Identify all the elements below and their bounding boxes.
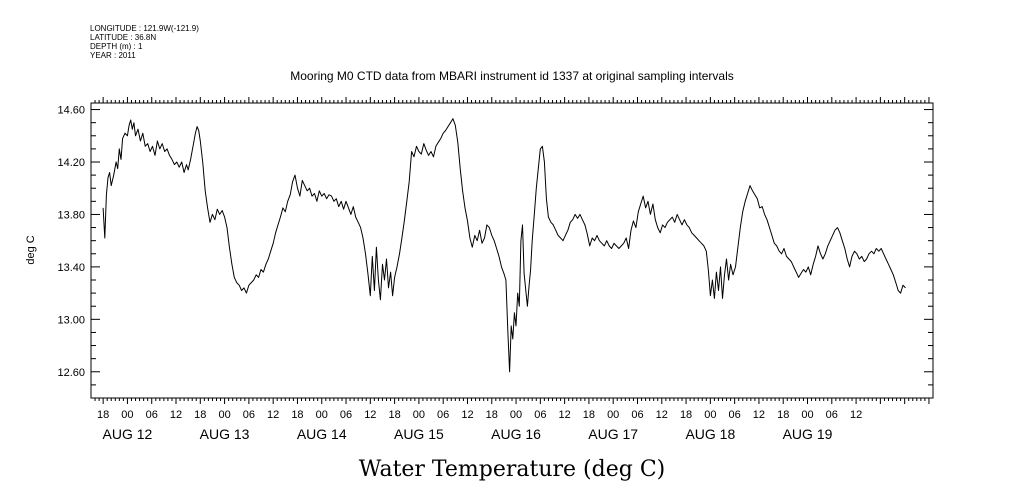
x-hour-label: 18 <box>680 409 692 421</box>
x-axis-ticks <box>94 97 930 404</box>
x-hour-label: 06 <box>534 409 546 421</box>
x-hour-label: 00 <box>801 409 813 421</box>
meta-latitude: LATITUDE : 36.8N <box>90 33 156 42</box>
meta-longitude: LONGITUDE : 121.9W(-121.9) <box>90 24 199 33</box>
x-hour-label: 06 <box>340 409 352 421</box>
y-tick-label: 14.60 <box>57 105 85 117</box>
x-hour-label: 18 <box>194 409 206 421</box>
x-hour-label: 18 <box>486 409 498 421</box>
x-hour-label: 18 <box>583 409 595 421</box>
x-hour-label: 00 <box>510 409 522 421</box>
x-hour-label: 00 <box>316 409 328 421</box>
x-hour-label: 06 <box>146 409 158 421</box>
meta-year: YEAR : 2011 <box>90 51 136 60</box>
x-hour-label: 18 <box>777 409 789 421</box>
x-hour-label: 12 <box>461 409 473 421</box>
x-hour-label: 12 <box>656 409 668 421</box>
x-axis-day-labels: AUG 12 AUG 13 AUG 14 AUG 15 AUG 16 AUG 17 AUG … <box>103 426 833 442</box>
y-axis-label: deg C <box>25 235 37 264</box>
x-hour-label: 12 <box>850 409 862 421</box>
x-hour-label: 00 <box>218 409 230 421</box>
x-day-label: AUG 18 <box>685 426 735 442</box>
x-hour-label: 00 <box>413 409 425 421</box>
x-hour-label: 00 <box>121 409 133 421</box>
x-hour-label: 12 <box>364 409 376 421</box>
x-hour-label: 06 <box>631 409 643 421</box>
x-day-label: AUG 17 <box>588 426 638 442</box>
y-axis-tick-labels: 12.60 13.00 13.40 13.80 14.20 14.60 <box>57 105 85 379</box>
x-hour-label: 18 <box>291 409 303 421</box>
x-hour-label: 00 <box>607 409 619 421</box>
y-tick-label: 13.80 <box>57 209 85 221</box>
y-tick-label: 13.40 <box>57 262 85 274</box>
x-day-label: AUG 14 <box>297 426 347 442</box>
x-hour-label: 06 <box>729 409 741 421</box>
x-day-label: AUG 12 <box>103 426 153 442</box>
x-axis-label: Water Temperature (deg C) <box>359 457 666 482</box>
x-hour-label: 06 <box>243 409 255 421</box>
x-day-label: AUG 13 <box>200 426 250 442</box>
x-hour-label: 00 <box>704 409 716 421</box>
y-tick-label: 12.60 <box>57 367 85 379</box>
x-hour-label: 06 <box>826 409 838 421</box>
x-hour-label: 12 <box>559 409 571 421</box>
chart-header-meta: LONGITUDE : 121.9W(-121.9) LATITUDE : 36… <box>90 24 199 60</box>
x-hour-label: 12 <box>267 409 279 421</box>
x-hour-label: 18 <box>97 409 109 421</box>
x-day-label: AUG 15 <box>394 426 444 442</box>
x-hour-label: 12 <box>753 409 765 421</box>
meta-depth: DEPTH (m) : 1 <box>90 42 143 51</box>
x-day-label: AUG 16 <box>491 426 541 442</box>
y-tick-label: 14.20 <box>57 157 85 169</box>
x-hour-label: 18 <box>388 409 400 421</box>
y-tick-label: 13.00 <box>57 314 85 326</box>
y-axis-ticks <box>91 109 933 399</box>
series-line-0 <box>102 118 906 373</box>
x-axis-hour-labels: 18 00 06 12 18 00 06 12 18 00 06 12 18 00 06 12 18 00 06 12… <box>97 409 862 421</box>
x-hour-label: 06 <box>437 409 449 421</box>
x-hour-label: 12 <box>170 409 182 421</box>
x-day-label: AUG 19 <box>783 426 833 442</box>
series-layer <box>102 118 906 373</box>
chart-title: Mooring M0 CTD data from MBARI instrumen… <box>290 69 734 83</box>
